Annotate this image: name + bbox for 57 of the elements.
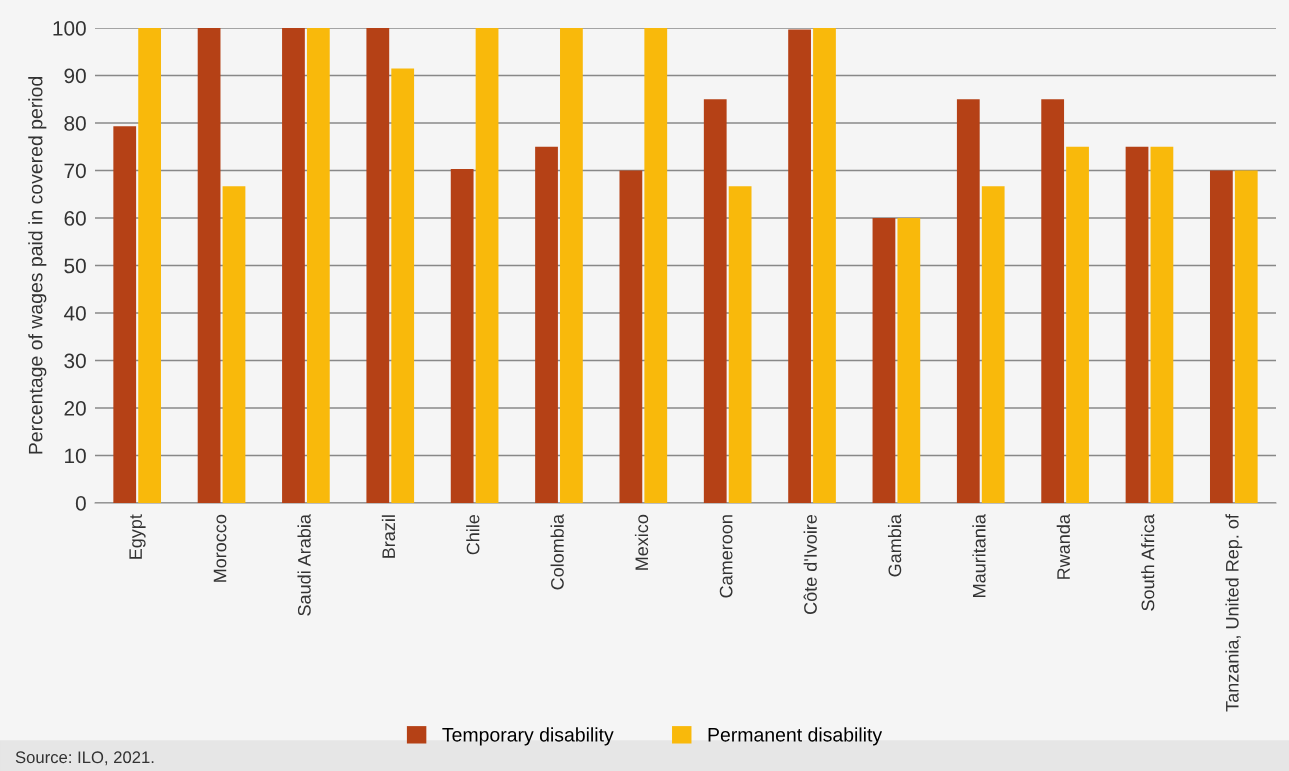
x-tick-label: Chile bbox=[466, 514, 480, 555]
bar bbox=[981, 186, 1005, 503]
x-tick-label: Egypt bbox=[129, 514, 146, 559]
legend-label: Temporary disability bbox=[442, 727, 614, 746]
source-note: Source: ILO, 2021. bbox=[15, 751, 154, 766]
bar bbox=[222, 186, 246, 503]
bar bbox=[1066, 146, 1089, 503]
x-tick-label: Mauritania bbox=[972, 514, 986, 597]
y-tick-label: 20 bbox=[64, 401, 86, 416]
y-axis-title: Percentage of wages paid in covered period bbox=[28, 77, 47, 454]
bar bbox=[197, 28, 221, 503]
bar bbox=[1041, 99, 1065, 503]
x-tick-label: Cameroon bbox=[719, 515, 733, 598]
legend-label: Permanent disability bbox=[708, 727, 883, 746]
y-tick-label: 0 bbox=[75, 496, 86, 511]
x-tick-label: Morocco bbox=[213, 514, 227, 582]
y-tick-label: 70 bbox=[64, 163, 86, 179]
x-tick-label: Saudi Arabia bbox=[297, 514, 311, 616]
bar bbox=[366, 28, 390, 503]
y-tick-label: 50 bbox=[64, 258, 86, 274]
bar bbox=[560, 28, 583, 503]
bar bbox=[1150, 146, 1174, 503]
y-tick-label: 10 bbox=[65, 448, 86, 464]
bar bbox=[391, 68, 415, 503]
bar bbox=[788, 29, 811, 503]
x-tick-label: South Africa bbox=[1141, 514, 1155, 611]
x-tick-label: Colombia bbox=[550, 514, 564, 590]
bar bbox=[450, 169, 474, 503]
y-tick-label: 30 bbox=[64, 353, 86, 369]
bar bbox=[282, 28, 305, 503]
bar bbox=[897, 218, 921, 503]
bar bbox=[956, 99, 980, 503]
y-tick-label: 100 bbox=[53, 21, 86, 36]
y-tick-label: 80 bbox=[64, 116, 86, 131]
bar bbox=[703, 99, 727, 503]
bar bbox=[306, 28, 330, 503]
x-tick-label: Mexico bbox=[634, 514, 649, 570]
bar bbox=[872, 218, 896, 503]
x-tick-label: Tanzania, United Rep. of bbox=[1225, 514, 1243, 712]
x-tick-label: Brazil bbox=[381, 515, 396, 558]
y-tick-label: 40 bbox=[63, 306, 86, 321]
bar bbox=[644, 28, 668, 503]
bar bbox=[813, 28, 836, 503]
bar bbox=[1234, 170, 1258, 503]
x-tick-label: Gambia bbox=[887, 514, 902, 577]
bar bbox=[619, 170, 643, 503]
bar bbox=[535, 146, 558, 503]
bar bbox=[475, 28, 499, 503]
bar bbox=[113, 126, 137, 503]
x-tick-label: Rwanda bbox=[1056, 514, 1070, 579]
y-tick-label: 60 bbox=[64, 211, 86, 226]
bar bbox=[138, 28, 162, 503]
x-tick-label: Côte d'Ivoire bbox=[803, 514, 817, 614]
y-tick-label: 90 bbox=[64, 68, 86, 84]
bar bbox=[1125, 146, 1149, 503]
bar bbox=[1209, 170, 1233, 503]
bar bbox=[728, 186, 752, 503]
